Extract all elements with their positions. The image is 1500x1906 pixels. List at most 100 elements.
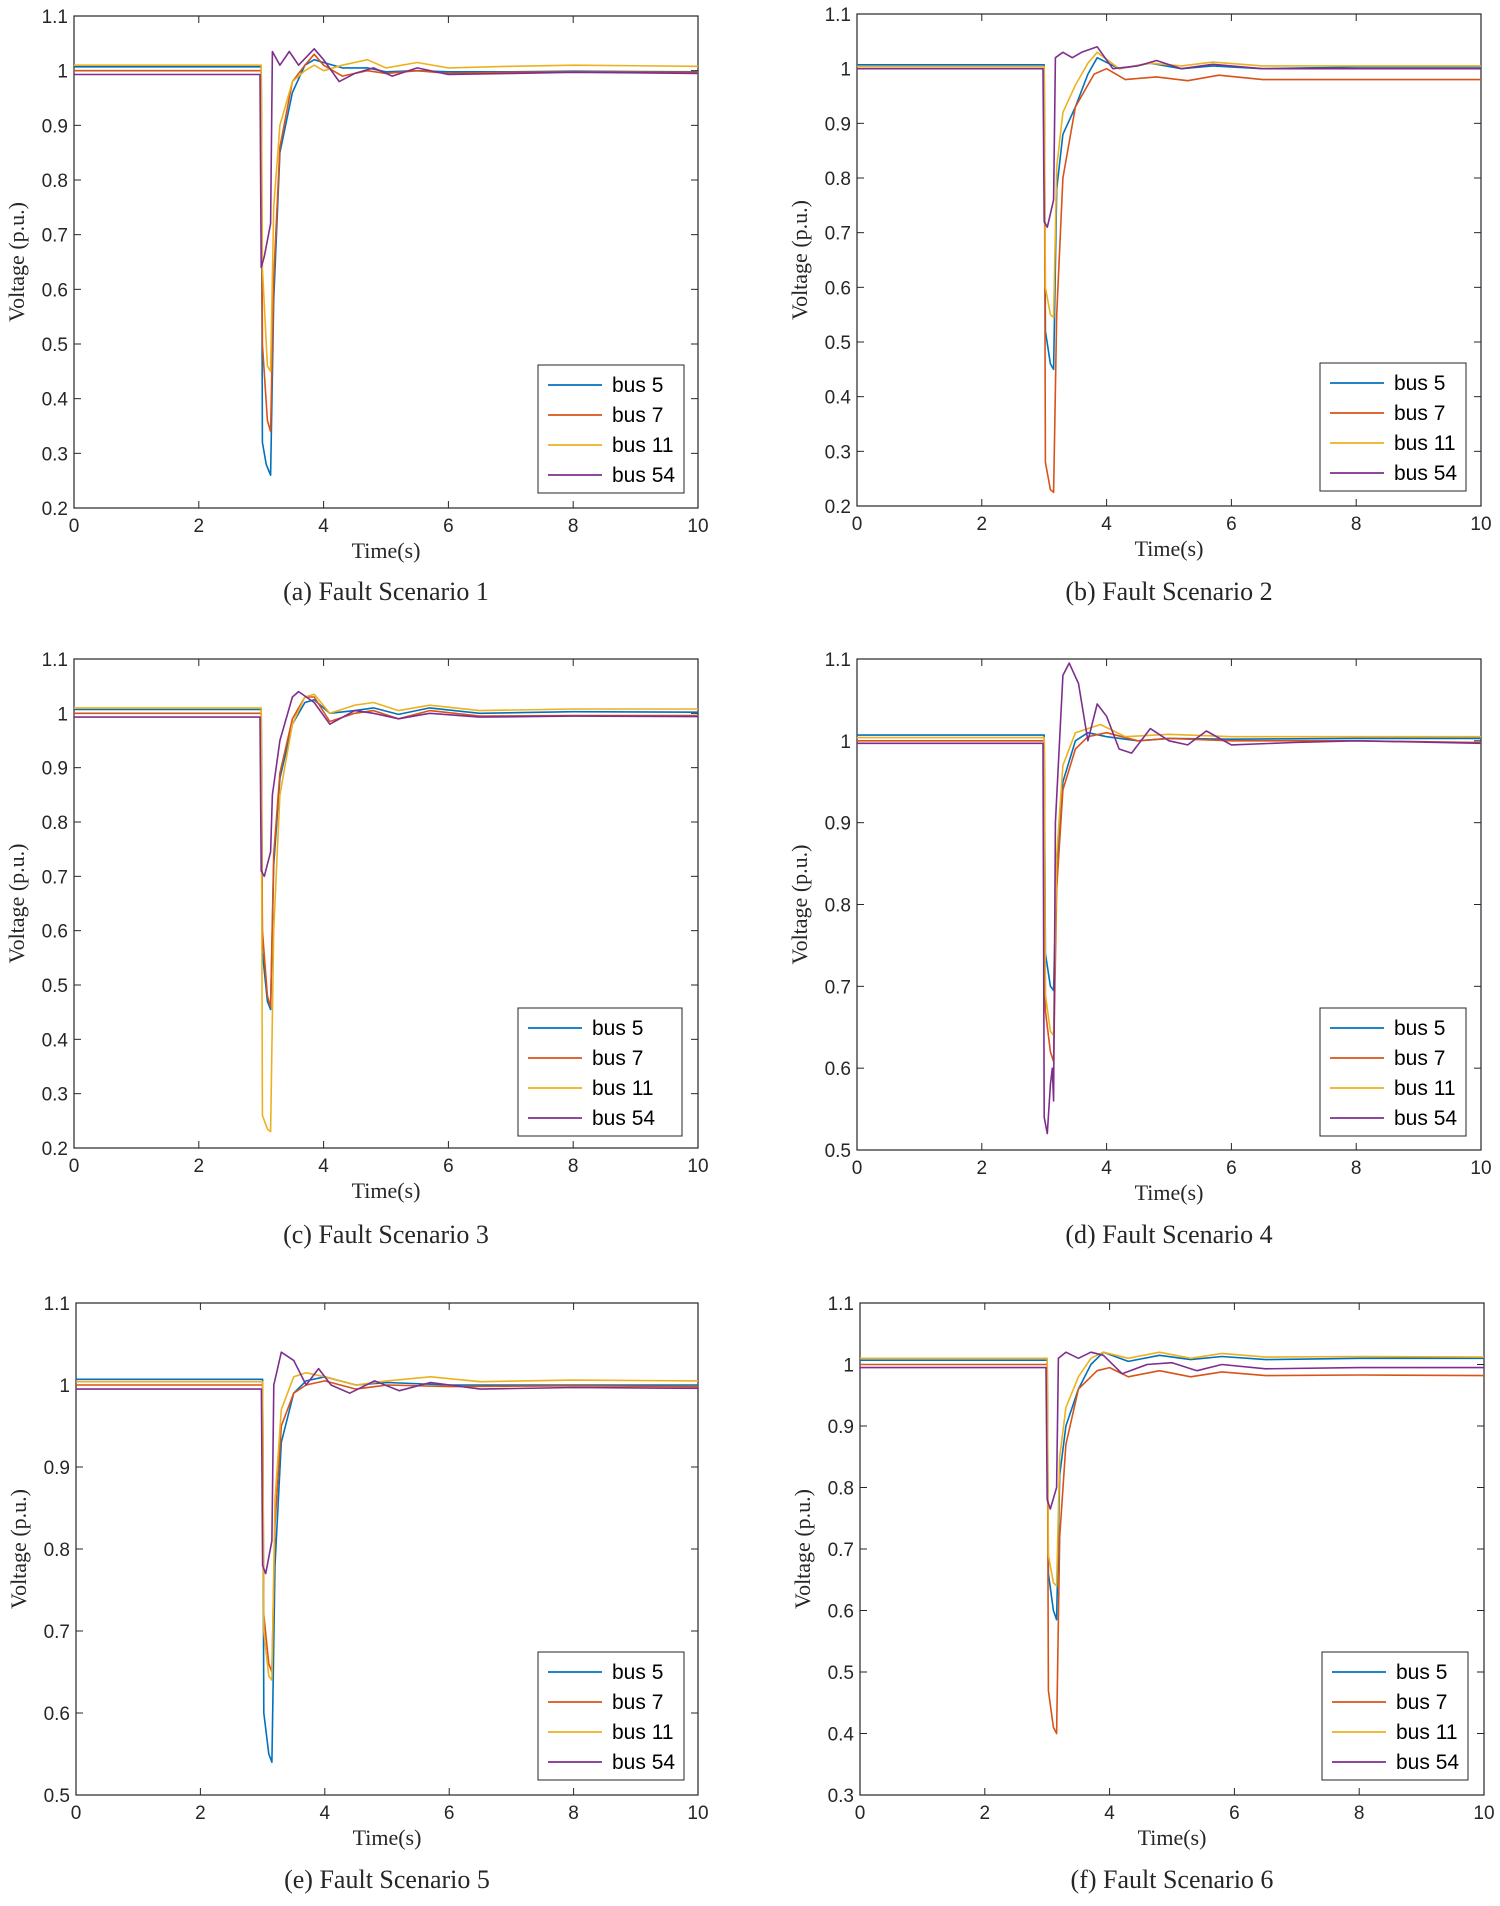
y-tick-label: 0.9	[825, 114, 851, 135]
series-line-bus-5	[74, 58, 699, 476]
series-line-bus-7	[74, 696, 698, 1008]
y-tick-label: 0.8	[828, 1479, 854, 1500]
x-tick-label: 8	[1354, 1803, 1365, 1824]
panel-caption: (a) Fault Scenario 1	[283, 577, 489, 606]
y-tick-label: 0.6	[42, 922, 68, 943]
legend: bus 5 bus 7 bus 11 bus 54	[537, 1651, 685, 1781]
legend-label: bus 11	[1394, 1077, 1456, 1100]
y-tick-label: 0.5	[825, 333, 851, 354]
y-tick-label: 1.1	[44, 1294, 70, 1315]
x-tick-label: 4	[318, 516, 329, 537]
legend-label: bus 54	[612, 464, 675, 487]
series-line-bus-11	[860, 1351, 1485, 1587]
series-line-bus-5	[860, 1351, 1484, 1621]
y-tick-label: 0.8	[42, 171, 68, 192]
legend-label: bus 54	[1394, 1107, 1457, 1130]
legend-label: bus 11	[1396, 1721, 1458, 1744]
y-axis-label: Voltage (p.u.)	[6, 1489, 31, 1609]
x-tick-label: 0	[852, 1158, 863, 1179]
legend-label: bus 54	[1394, 462, 1457, 485]
x-tick-label: 4	[1101, 514, 1112, 535]
series-line-bus-11	[857, 723, 1481, 1037]
series-line-bus-54	[76, 1351, 699, 1575]
legend-box	[517, 1007, 683, 1137]
x-tick-label: 2	[195, 1803, 206, 1824]
y-tick-label: 1	[57, 62, 68, 83]
series-line-bus-5	[857, 56, 1481, 371]
panel-caption: (e) Fault Scenario 5	[284, 1865, 490, 1894]
y-tick-label: 0.9	[825, 814, 851, 835]
y-tick-label: 0.6	[828, 1602, 854, 1623]
x-tick-label: 0	[855, 1803, 866, 1824]
legend: bus 5 bus 7 bus 11 bus 54	[537, 364, 685, 494]
y-tick-label: 0.9	[42, 759, 68, 780]
y-tick-label: 1	[840, 60, 851, 81]
y-tick-label: 0.8	[825, 169, 851, 190]
series-line-bus-11	[74, 58, 699, 373]
series-line-bus-54	[74, 690, 699, 878]
chart-panel-e: 0 2 4 6 8 10 0.5 0.6 0.7 0.8 0.9 1 1.1 Time(s) Voltage…	[6, 1294, 709, 1894]
legend-label: bus 54	[592, 1107, 655, 1130]
x-tick-label: 8	[1351, 1158, 1362, 1179]
y-axis-label: Voltage (p.u.)	[790, 1489, 815, 1609]
y-tick-label: 0.9	[42, 116, 68, 137]
y-tick-label: 0.2	[42, 499, 68, 520]
x-tick-label: 4	[1104, 1803, 1115, 1824]
y-tick-label: 0.9	[828, 1417, 854, 1438]
y-tick-label: 0.6	[42, 280, 68, 301]
y-axis-label: Voltage (p.u.)	[787, 845, 812, 965]
y-axis-label: Voltage (p.u.)	[4, 844, 29, 964]
x-tick-label: 10	[1473, 1803, 1494, 1824]
x-tick-label: 8	[1351, 514, 1362, 535]
y-tick-label: 0.5	[828, 1663, 854, 1684]
panel-caption: (c) Fault Scenario 3	[283, 1220, 489, 1249]
x-tick-label: 6	[1226, 514, 1237, 535]
chart-panel-f: 0 2 4 6 8 10 0.3 0.4 0.5 0.6 0.7 0.8 0.9 1 1.1 Time(s) V…	[790, 1294, 1495, 1894]
y-axis-label: Voltage (p.u.)	[787, 200, 812, 320]
series-line-bus-54	[857, 662, 1482, 1135]
series-line-bus-7	[74, 53, 699, 433]
y-tick-label: 0.5	[42, 335, 68, 356]
x-tick-label: 2	[194, 516, 205, 537]
x-tick-label: 10	[687, 1803, 708, 1824]
series-line-bus-7	[76, 1380, 699, 1673]
legend-label: bus 5	[612, 374, 663, 397]
y-tick-label: 1.1	[42, 650, 68, 671]
panel-caption: (f) Fault Scenario 6	[1071, 1865, 1274, 1894]
chart-panel-b: 0 2 4 6 8 10 0.2 0.3 0.4 0.5 0.6 0.7 0.8 0.9 1 1.1 Time(…	[787, 5, 1492, 606]
series-line-bus-11	[857, 51, 1481, 319]
legend: bus 5 bus 7 bus 11 bus 54	[1321, 1651, 1469, 1781]
panel-caption: (b) Fault Scenario 2	[1065, 577, 1272, 606]
x-tick-label: 0	[69, 1156, 80, 1177]
legend: bus 5 bus 7 bus 11 bus 54	[1319, 1007, 1467, 1137]
y-tick-label: 0.8	[44, 1540, 70, 1561]
x-tick-label: 8	[568, 1156, 579, 1177]
chart-panel-d: 0 2 4 6 8 10 0.5 0.6 0.7 0.8 0.9 1 1.1 Time(s) Voltage…	[787, 650, 1492, 1249]
legend-label: bus 7	[612, 404, 663, 427]
legend-label: bus 5	[1394, 1017, 1445, 1040]
x-tick-label: 2	[977, 514, 988, 535]
legend-box	[537, 364, 685, 494]
y-tick-label: 0.7	[42, 867, 68, 888]
y-tick-label: 0.7	[825, 977, 851, 998]
y-tick-label: 1	[59, 1376, 70, 1397]
x-tick-label: 0	[69, 516, 80, 537]
y-tick-label: 0.4	[42, 390, 69, 411]
panel-caption: (d) Fault Scenario 4	[1065, 1220, 1272, 1249]
y-tick-label: 0.7	[44, 1622, 70, 1643]
legend-label: bus 54	[612, 1751, 675, 1774]
legend-box	[537, 1651, 685, 1781]
y-tick-label: 0.6	[44, 1704, 70, 1725]
y-tick-label: 1.1	[828, 1294, 854, 1315]
x-tick-label: 6	[443, 516, 454, 537]
chart-panel-c: 0 2 4 6 8 10 0.2 0.3 0.4 0.5 0.6 0.7 0.8 0.9 1 1.1 Time(…	[4, 650, 709, 1249]
y-tick-label: 0.3	[42, 444, 68, 465]
x-tick-label: 2	[977, 1158, 988, 1179]
x-tick-label: 10	[687, 1156, 708, 1177]
legend-label: bus 11	[612, 1721, 674, 1744]
x-tick-label: 6	[1229, 1803, 1240, 1824]
y-tick-label: 0.6	[825, 1059, 851, 1080]
legend-box	[1321, 1651, 1469, 1781]
y-tick-label: 0.7	[42, 226, 68, 247]
series-line-bus-54	[860, 1351, 1484, 1510]
